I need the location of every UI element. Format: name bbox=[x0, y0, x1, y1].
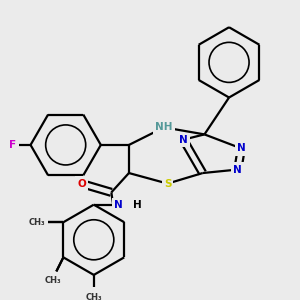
Text: N: N bbox=[237, 143, 246, 153]
Text: CH₃: CH₃ bbox=[28, 218, 46, 227]
Text: N: N bbox=[233, 164, 242, 175]
Text: CH₃: CH₃ bbox=[29, 218, 45, 227]
Text: O: O bbox=[77, 178, 86, 189]
Text: H: H bbox=[133, 200, 142, 210]
Text: N: N bbox=[179, 135, 188, 145]
Text: NH: NH bbox=[155, 122, 173, 132]
Text: CH₃: CH₃ bbox=[85, 293, 102, 300]
Text: S: S bbox=[164, 178, 171, 189]
Text: CH₃: CH₃ bbox=[44, 276, 61, 285]
Text: F: F bbox=[9, 140, 16, 150]
Text: N: N bbox=[114, 200, 123, 210]
